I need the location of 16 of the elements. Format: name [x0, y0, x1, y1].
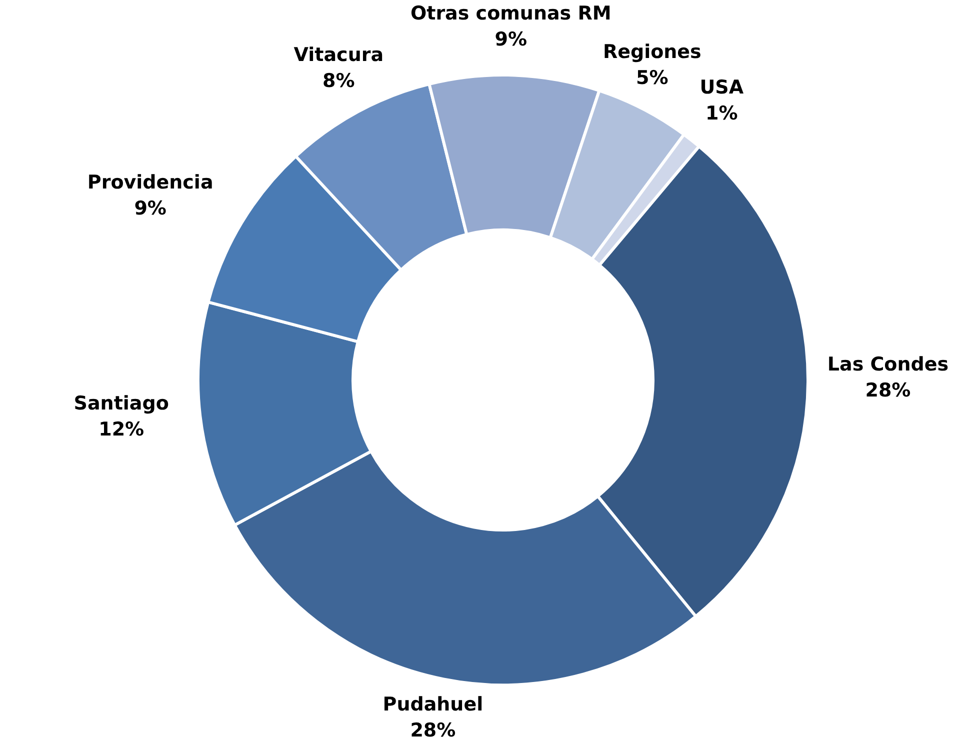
data-label: 28%	[865, 379, 911, 402]
slice-label: Pudahuel	[382, 693, 484, 716]
slice-label: Otras comunas RM	[410, 2, 612, 24]
data-label: 5%	[636, 67, 668, 90]
slice-label: Regiones	[602, 41, 702, 64]
data-label: 9%	[494, 28, 527, 50]
slice-label: Providencia	[87, 171, 214, 194]
data-label: 12%	[98, 418, 144, 440]
data-label: 1%	[706, 102, 738, 125]
data-label: 9%	[134, 197, 166, 220]
data-label: 28%	[410, 719, 456, 742]
data-label: 8%	[322, 70, 355, 92]
slice-label: Vitacura	[294, 44, 384, 66]
slice-label: Santiago	[74, 392, 169, 414]
slice-label: Las Condes	[827, 353, 949, 376]
slice-label: USA	[700, 76, 744, 99]
